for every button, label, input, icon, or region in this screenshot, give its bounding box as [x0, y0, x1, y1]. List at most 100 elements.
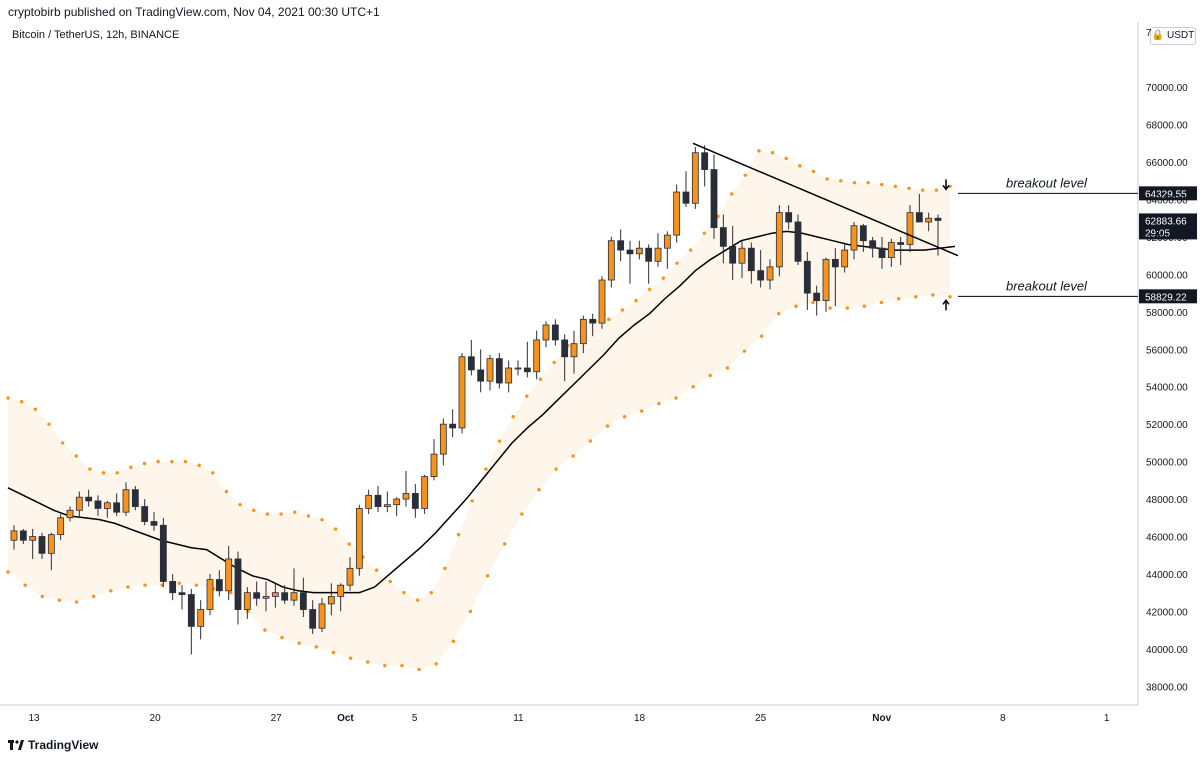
upper-band-dot: [402, 590, 406, 595]
candle: [66, 506, 74, 522]
candle: [318, 598, 326, 632]
candle-body-down: [38, 536, 46, 554]
upper-band-dot: [907, 186, 911, 190]
upper-band-dot: [33, 407, 38, 411]
candle-body-down: [710, 169, 718, 228]
upper-band-dot: [142, 461, 147, 466]
candle-body-up: [122, 489, 130, 513]
upper-band-dot: [852, 180, 857, 185]
candle: [430, 439, 438, 481]
candle-body-up: [318, 603, 326, 629]
candle-body-up: [103, 502, 111, 509]
candle: [262, 581, 270, 612]
candle-body-down: [878, 247, 886, 258]
upper-band-dot: [839, 179, 843, 183]
candle: [150, 512, 158, 531]
candle-body-down: [785, 212, 793, 223]
candle: [906, 205, 914, 252]
upper-band-dot: [101, 471, 106, 475]
candle: [402, 470, 410, 507]
candle-body-down: [159, 524, 167, 582]
upper-band-dot: [934, 188, 939, 192]
upper-band-dot: [825, 177, 829, 181]
candle-body-up: [486, 358, 494, 382]
candle: [103, 500, 111, 518]
lock-icon: 🔒: [1151, 30, 1165, 41]
candle: [841, 244, 849, 273]
lower-band-dot: [400, 663, 404, 668]
candle-body-down: [617, 240, 625, 251]
candle: [850, 221, 858, 260]
axes[interactable]: 38000.00 40000.00 42000.00 44000.00 46000.00…: [28, 28, 1188, 724]
y-tick-label: 48000.00: [1146, 495, 1188, 506]
upper-band-dot: [702, 231, 706, 235]
upper-band-dot: [729, 192, 734, 196]
candle-body-up: [290, 592, 298, 601]
upper-band-dot: [47, 422, 51, 426]
candle-body-up: [355, 508, 363, 569]
candle: [626, 240, 634, 284]
chart-grid: [0, 22, 1139, 706]
lower-band-dot: [383, 663, 387, 668]
lower-band-dot: [605, 424, 610, 428]
candle: [383, 491, 391, 513]
y-tick-label: 50000.00: [1146, 458, 1188, 469]
currency-selector[interactable]: 🔒 USDT: [1150, 27, 1196, 45]
upper-band-dot: [470, 499, 474, 503]
candle: [421, 474, 429, 515]
lower-band-dot: [537, 488, 541, 492]
publish-header: cryptobirb published on TradingView.com,…: [8, 5, 380, 19]
lower-band-dot: [588, 439, 593, 443]
lower-band-dot: [434, 662, 438, 666]
candle: [738, 240, 746, 279]
price-chart[interactable]: breakout level breakout level 64329.55 6288…: [0, 22, 1200, 738]
candle-body-up: [75, 496, 83, 511]
y-tick-label: 62000.00: [1146, 233, 1188, 244]
upper-band-dot: [265, 512, 270, 516]
candle: [290, 568, 298, 606]
upper-band-dot: [757, 149, 761, 153]
x-tick-label: 11: [513, 713, 524, 724]
upper-band-dot: [224, 489, 229, 494]
candle-body-up: [607, 240, 615, 281]
upper-band-dot: [784, 156, 788, 161]
candle: [355, 504, 363, 576]
candle-body-down: [645, 247, 653, 262]
candle: [561, 334, 569, 382]
y-tick-label: 7: [1146, 28, 1152, 39]
lower-band-dot: [520, 512, 524, 516]
lower-band-dot: [828, 306, 832, 310]
lower-band-dot: [759, 334, 764, 338]
candle-body-down: [411, 493, 419, 509]
annotations[interactable]: breakout level breakout level 64329.55 6288…: [942, 175, 1197, 311]
candle: [598, 276, 606, 329]
candle: [542, 321, 550, 348]
y-tick-label: 56000.00: [1146, 345, 1188, 356]
candle: [449, 409, 457, 438]
candle: [309, 600, 317, 634]
candle-body-up: [10, 530, 18, 541]
lower-band-dot: [40, 594, 44, 599]
x-tick-label: 27: [271, 713, 283, 724]
upper-band-dot: [129, 465, 133, 469]
candle: [533, 330, 541, 380]
currency-label: USDT: [1167, 30, 1195, 41]
candle-body-down: [747, 247, 755, 272]
candle: [486, 354, 494, 391]
candle: [458, 353, 466, 434]
candle-body-down: [523, 367, 531, 373]
candle: [757, 250, 765, 288]
lower-band-dot: [365, 660, 370, 664]
candle-body-up: [673, 191, 681, 236]
candle: [234, 551, 242, 625]
candle-body-down: [178, 592, 186, 595]
upper-band-dot: [484, 467, 488, 471]
y-tick-label: 60000.00: [1146, 270, 1188, 281]
trendline[interactable]: [692, 142, 959, 257]
price-scale-label-bg: [1139, 186, 1197, 201]
x-tick-label: Oct: [337, 713, 354, 724]
candle: [729, 225, 737, 281]
candle-body-down: [859, 225, 867, 242]
candle: [197, 600, 205, 640]
candle: [514, 360, 522, 376]
